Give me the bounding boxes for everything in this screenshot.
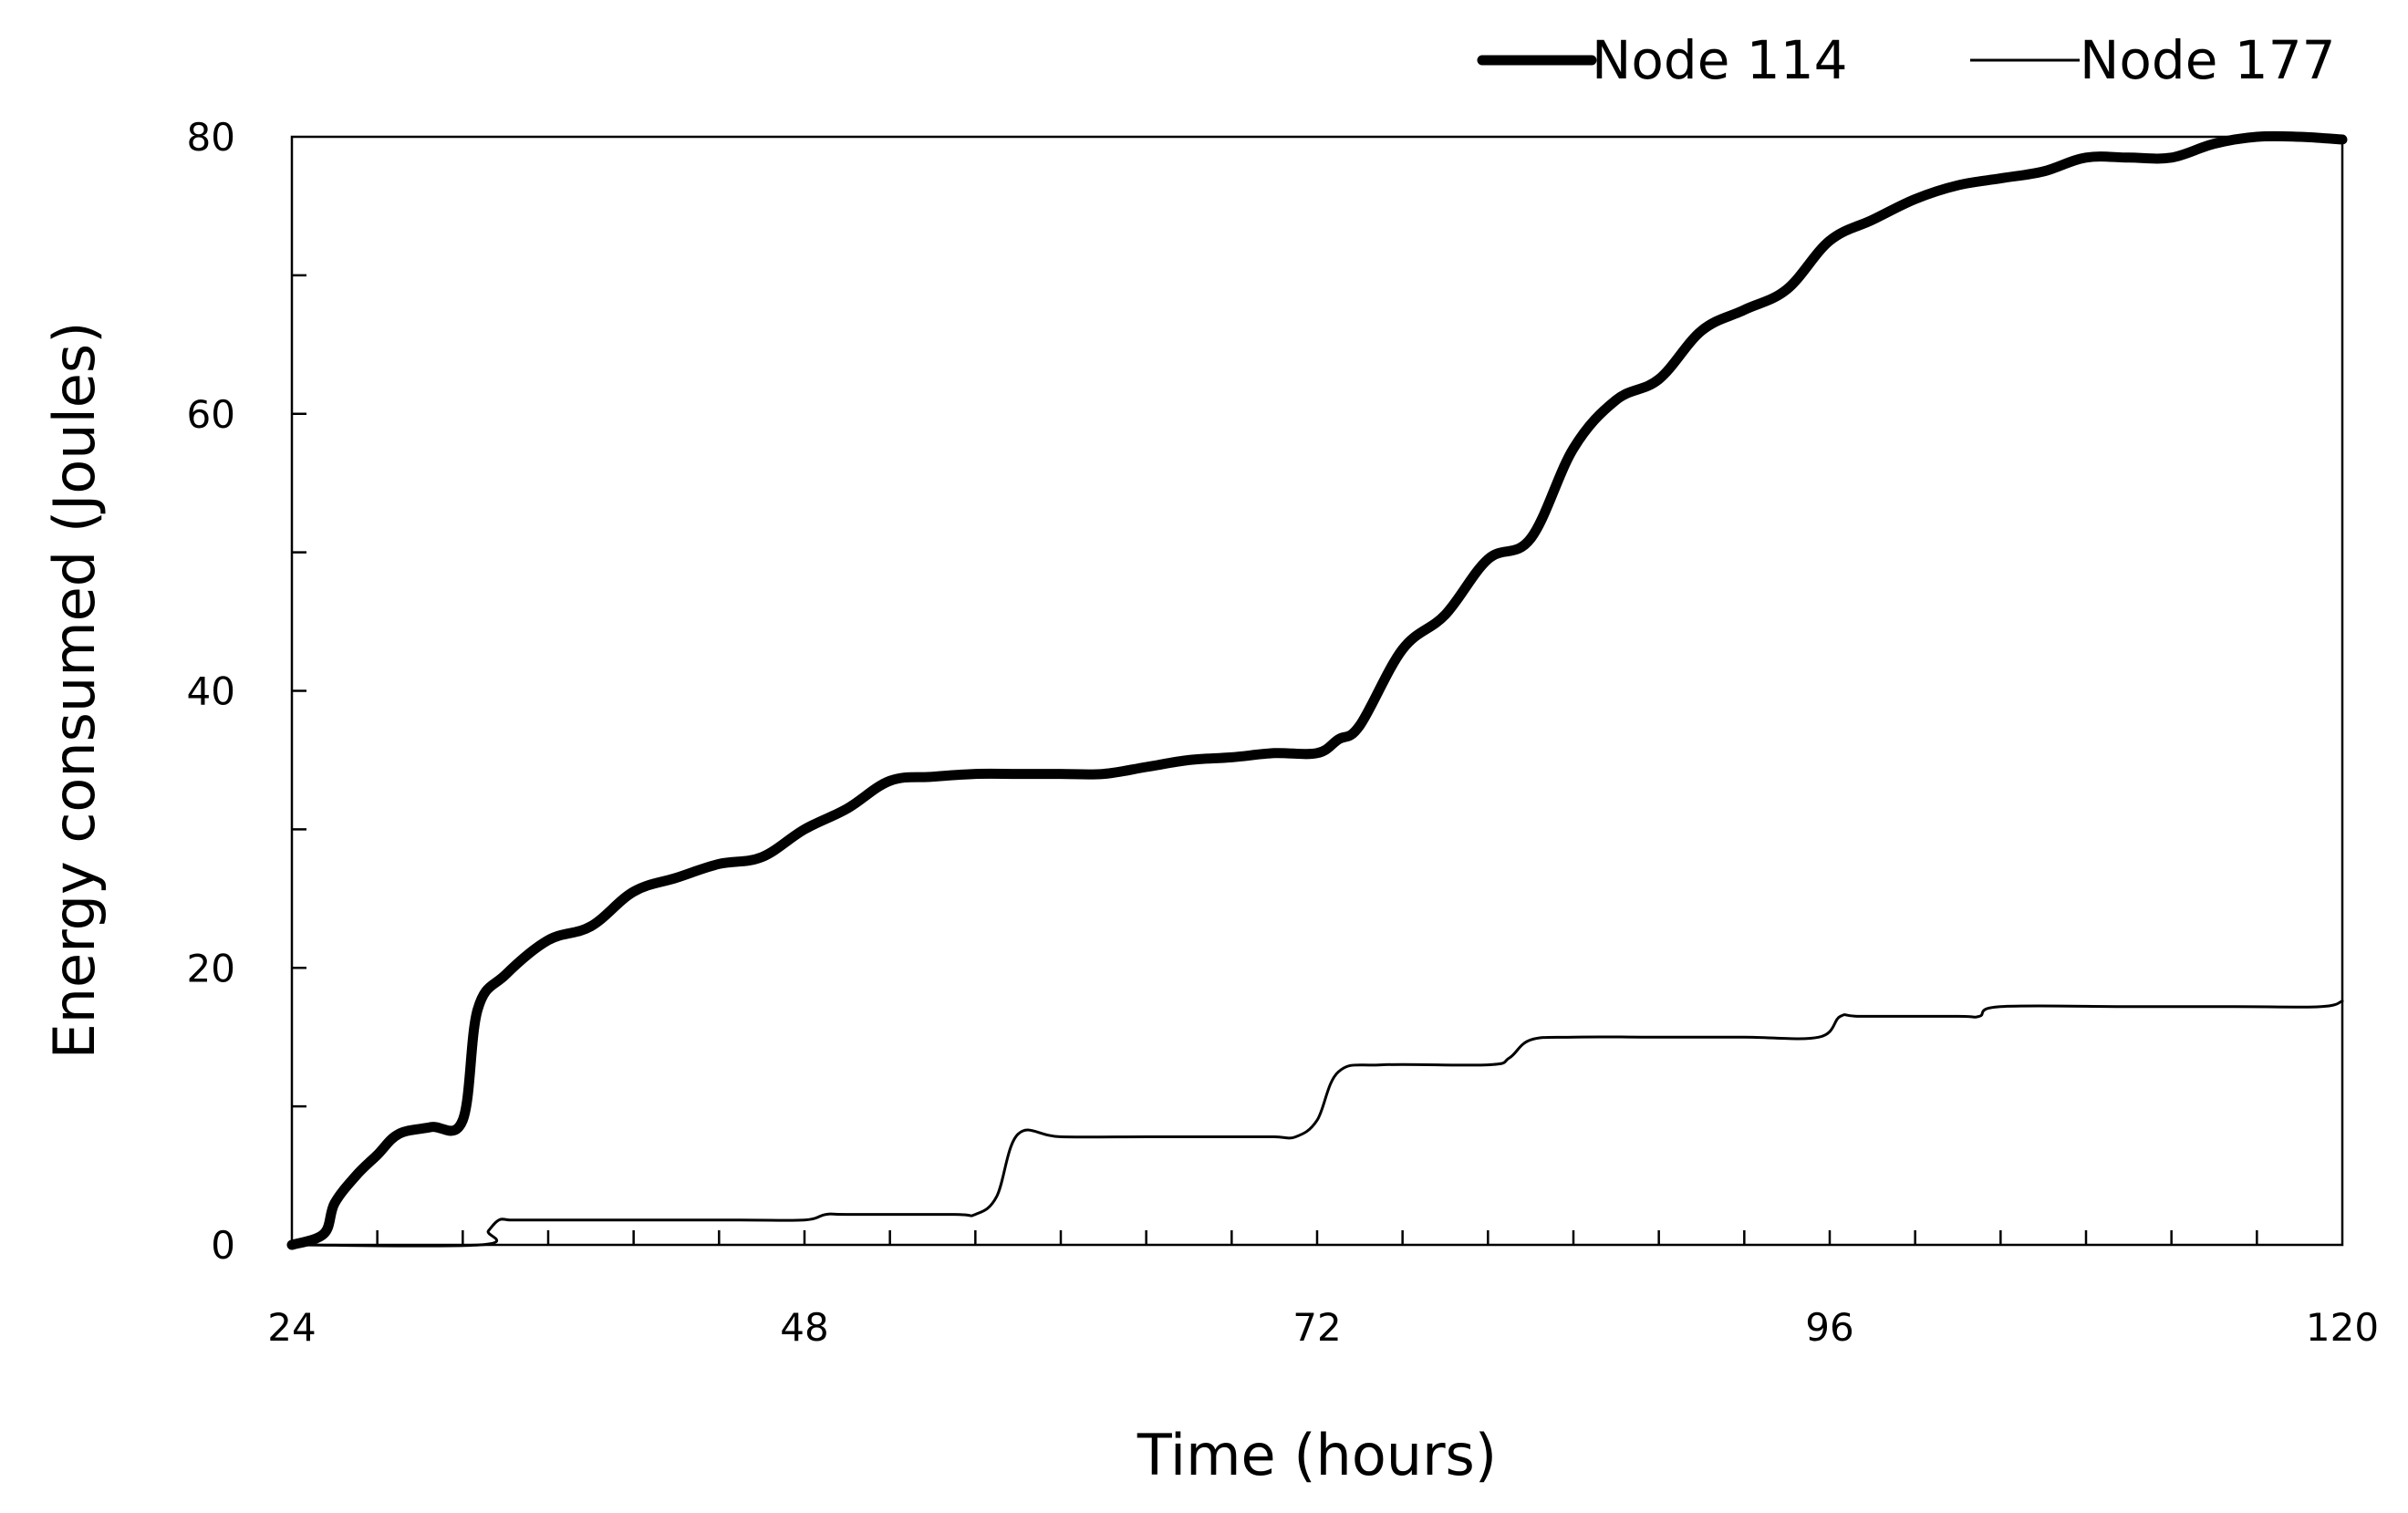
- x-tick-label: 120: [2306, 1305, 2379, 1350]
- x-minor-ticks: [376, 1230, 2258, 1245]
- x-tick-labels: 24 48 72 96 120: [267, 1305, 2379, 1350]
- x-axis-title: Time (hours): [1137, 1422, 1497, 1488]
- y-tick-label: 0: [211, 1223, 235, 1268]
- y-axis-title: Energy consumed (Joules): [41, 322, 108, 1060]
- x-tick-label: 48: [780, 1305, 828, 1350]
- series-group: [286, 130, 2348, 1250]
- series-line-node-177: [290, 1000, 2344, 1248]
- y-minor-ticks: [292, 274, 306, 1108]
- y-tick-label: 40: [187, 669, 235, 714]
- y-tick-label: 80: [187, 115, 235, 160]
- legend-label-node-114: Node 114: [1592, 29, 1848, 91]
- y-tick-label: 60: [187, 392, 235, 437]
- series-line-node-114: [286, 130, 2348, 1250]
- y-tick-labels: 0 20 40 60 80: [187, 115, 235, 1268]
- legend-label-node-177: Node 177: [2080, 29, 2336, 91]
- x-tick-label: 24: [267, 1305, 316, 1350]
- y-tick-label: 20: [187, 946, 235, 990]
- x-tick-label: 96: [1805, 1305, 1853, 1350]
- legend: Node 114 Node 177: [1477, 29, 2336, 91]
- x-tick-label: 72: [1292, 1305, 1341, 1350]
